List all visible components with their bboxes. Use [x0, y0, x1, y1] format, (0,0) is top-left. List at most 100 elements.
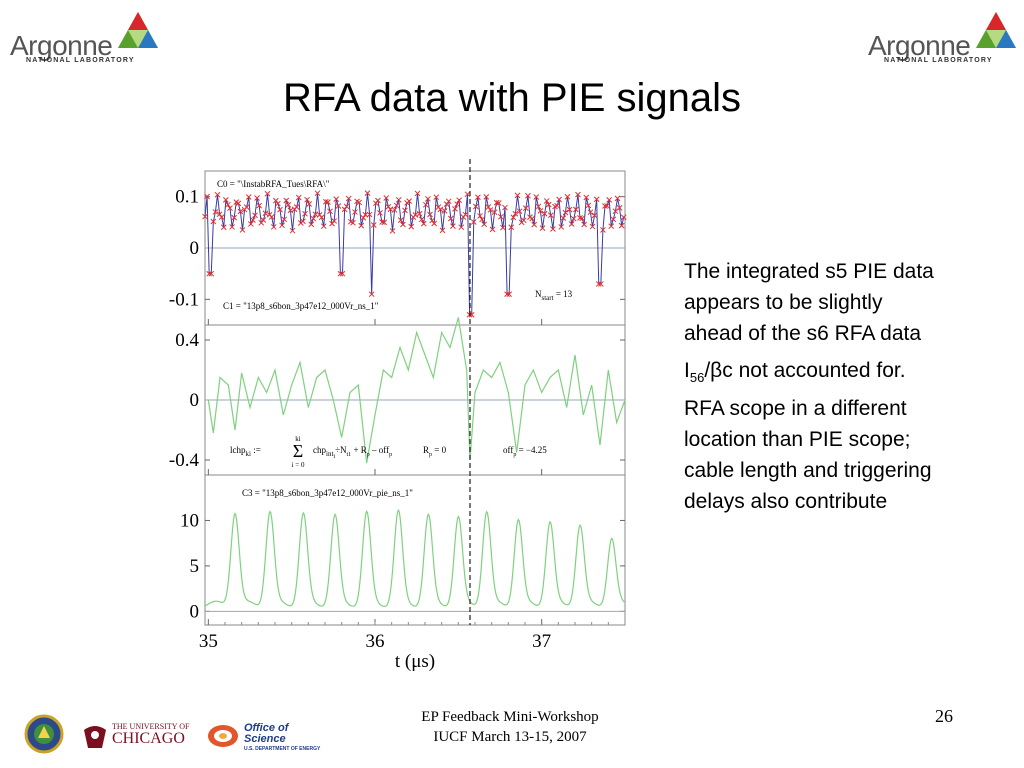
rfa-data-point: [585, 202, 592, 209]
formula-term: chpinti÷Nt1 + Rp – offp: [313, 445, 392, 460]
rfa-data-point: [341, 206, 348, 213]
rfa-data-point: [583, 194, 590, 201]
rfa-data-point: [270, 224, 277, 230]
y-tick-label: 0: [190, 390, 200, 411]
pie-c3-label: C3 = "13p8_s6bon_3p47e12_000Vr_pie_ns_1": [242, 488, 413, 498]
office-of-science-logo: Office of Science U.S. DEPARTMENT OF ENE…: [206, 722, 320, 755]
rfa-data-point: [310, 215, 317, 222]
footer-line-1: EP Feedback Mini-Workshop: [421, 709, 599, 725]
rfa-data-point: [377, 210, 383, 216]
argonne-logo-word: Argonne: [868, 30, 971, 61]
rfa-data-point: [229, 224, 235, 230]
rfa-data-point: [287, 207, 294, 214]
rfa-data-point: [591, 212, 598, 219]
rfa-data-point: [360, 214, 367, 221]
rfa-data-point: [393, 202, 400, 209]
rfa-data-point: [577, 215, 583, 221]
rfa-data-point: [397, 217, 404, 223]
rfa-pie-chart: 0.1 0 -0.1 0.4 0 -0.4 10 5 0 35 36 37 t (μs) C0 = "\I…: [169, 159, 627, 672]
rfa-data-point: [239, 227, 246, 233]
rfa-data-point: [464, 191, 471, 198]
rfa-data-point: [293, 204, 300, 210]
rfa-data-point: [600, 227, 606, 233]
argonne-triangle-icon: [976, 12, 1016, 48]
rfa-data-point: [204, 193, 210, 200]
y-tick-label: 5: [190, 556, 200, 577]
rfa-data-point: [220, 224, 227, 231]
side-text-paragraph-1: The integrated s5 PIE data appears to be…: [684, 260, 934, 345]
footer-center: EP Feedback Mini-Workshop IUCF March 13-…: [360, 707, 660, 747]
x-tick-label: 36: [366, 631, 385, 652]
rfa-data-point: [262, 210, 269, 217]
page-number: 26: [935, 706, 953, 726]
rfa-data-point: [383, 195, 390, 201]
rfa-data-point: [391, 207, 398, 213]
formula-rp: Rp = 0: [423, 445, 447, 458]
rfa-data-point: [364, 190, 371, 196]
rfa-data-point: [237, 208, 244, 215]
rfa-data-point: [281, 216, 288, 223]
y-tick-label: 0: [190, 238, 200, 259]
rfa-data-point: [345, 195, 352, 202]
y-tick-label: 0: [190, 601, 200, 622]
rfa-data-point: [337, 270, 344, 277]
rfa-data-point: [379, 219, 385, 225]
rfa-data-point: [589, 223, 596, 230]
office-line-3: U.S. DEPARTMENT OF ENERGY: [244, 746, 321, 752]
rfa-data-point: [408, 223, 415, 230]
rfa-data-point: [414, 190, 421, 197]
rfa-data-point: [260, 217, 267, 223]
office-line-1: Office of: [244, 722, 289, 734]
rfa-data-point: [572, 206, 579, 213]
slash: /: [704, 359, 711, 382]
rfa-data-point: [366, 211, 373, 218]
rfa-data-point: [495, 200, 502, 206]
rfa-data-point: [454, 201, 460, 208]
rfa-data-point: [479, 216, 485, 223]
rfa-data-point: [370, 222, 377, 228]
rfa-data-point: [500, 224, 506, 231]
rfa-data-point: [254, 195, 260, 201]
rfa-data-point: [425, 195, 431, 202]
rfa-data-point: [531, 221, 538, 228]
formula-sum: Σ: [293, 441, 303, 461]
uchicago-phoenix-icon: [84, 726, 106, 748]
rfa-data-point: [520, 217, 527, 224]
slide-title: RFA data with PIE signals: [282, 76, 741, 120]
rfa-data-point: [470, 219, 477, 225]
rfa-data-point: [568, 221, 575, 227]
side-text-paragraph-2: I56/βc not accounted for. RFA scope in a…: [684, 355, 944, 517]
pie-integrated-line: [207, 317, 626, 464]
rfa-data-point: [320, 223, 327, 230]
rfa-data-point: [202, 213, 208, 220]
rfa-data-point: [343, 203, 350, 210]
x-tick-label: 37: [532, 631, 551, 652]
rfa-data-point: [456, 197, 463, 204]
side-text: The integrated s5 PIE data appears to be…: [684, 256, 944, 523]
rfa-data-point: [339, 270, 346, 277]
rfa-data-point: [475, 194, 481, 201]
rfa-data-point: [504, 291, 510, 298]
rfa-data-point: [268, 214, 275, 220]
rfa-data-point: [570, 215, 577, 222]
rfa-data-point: [618, 222, 625, 229]
rfa-data-point: [614, 195, 621, 202]
rfa-data-point: [368, 291, 375, 298]
rfa-data-point: [308, 221, 315, 228]
doe-seal-icon: [24, 714, 64, 754]
formula-sum-bottom: i = 0: [292, 461, 305, 469]
rfa-data-point: [422, 201, 429, 208]
rfa-data-point: [481, 221, 488, 228]
rfa-data-point: [325, 199, 331, 205]
rfa-data-point: [295, 194, 302, 201]
side-text-paragraph-2-rest: c not accounted for. RFA scope in a diff…: [684, 359, 932, 514]
beta-symbol: β: [710, 359, 723, 382]
rfa-data-point: [250, 217, 256, 223]
rfa-data-point: [350, 219, 356, 226]
formula-lhs: lchpki :=: [230, 445, 261, 458]
rfa-data-point: [433, 194, 440, 201]
y-tick-label: -0.1: [169, 289, 199, 310]
rfa-data-point: [431, 220, 438, 227]
rfa-data-point: [547, 212, 554, 219]
rfa-data-point: [560, 215, 567, 222]
